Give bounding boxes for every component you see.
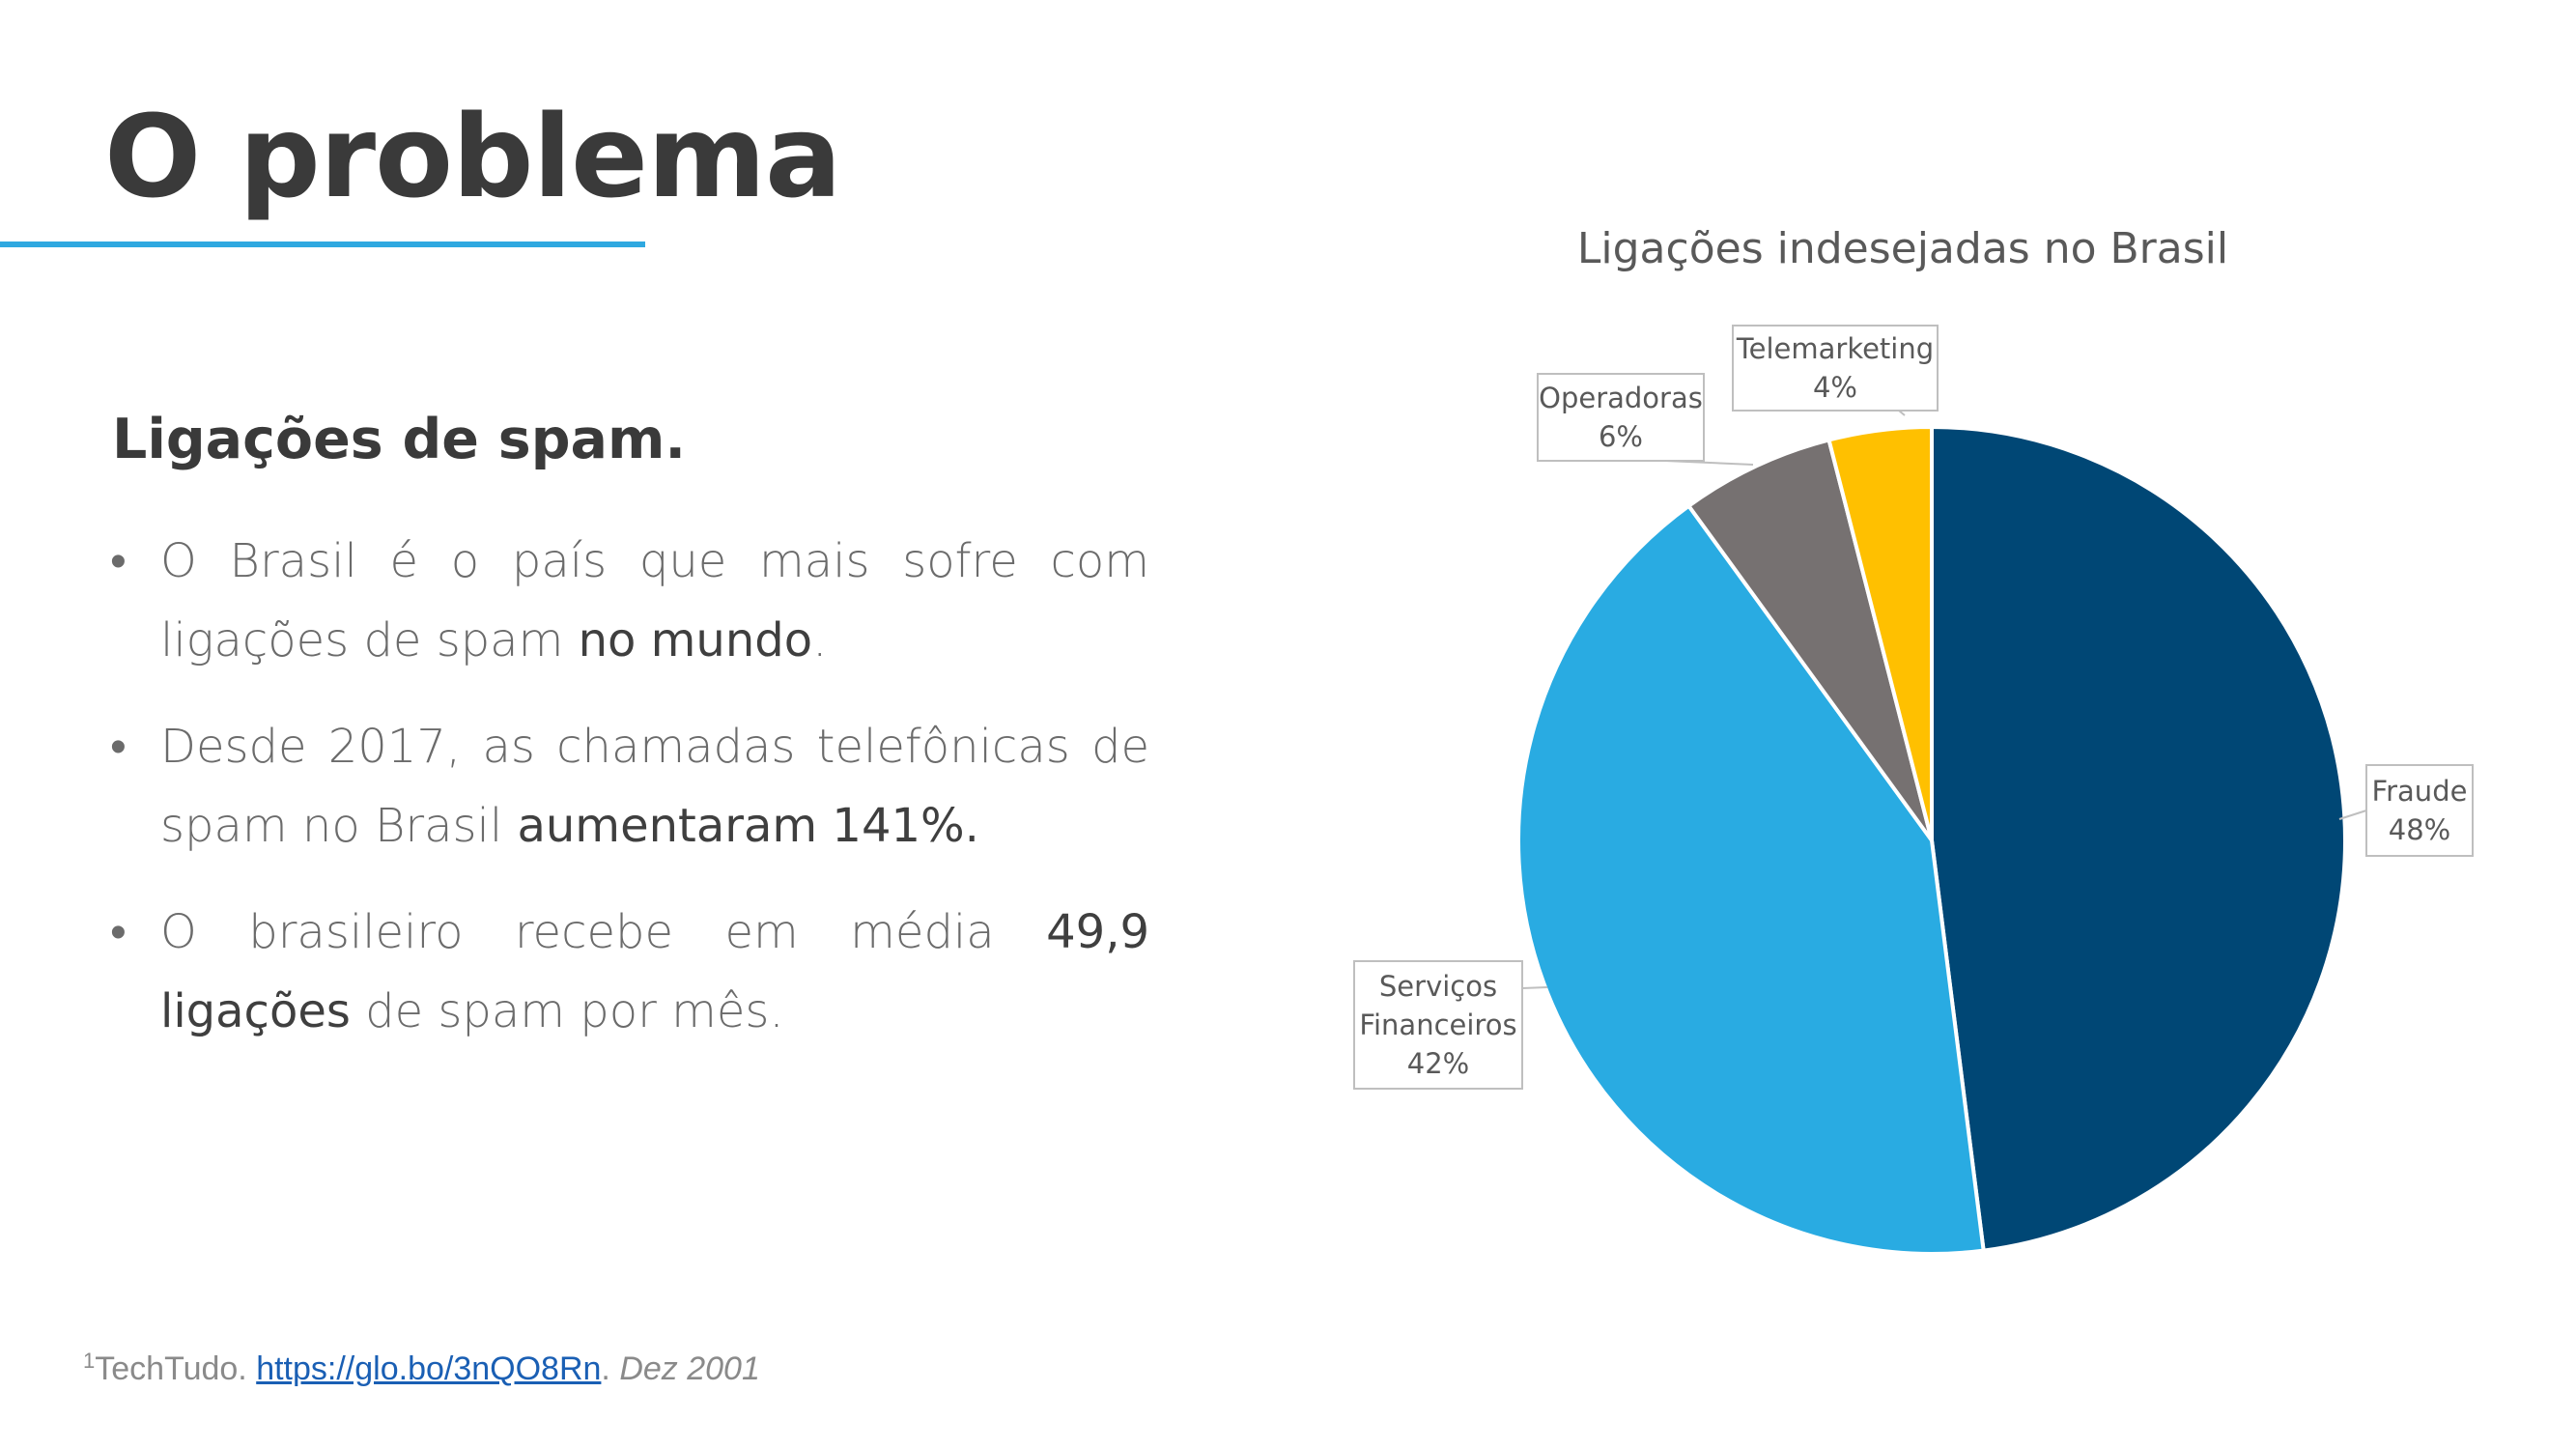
footnote-date: Dez 2001 [619,1350,760,1387]
label-leader-line [1664,460,1754,466]
label-name: Fraude [2372,775,2468,808]
pie-slice-operadoras [1686,438,1934,842]
pie-slice-serviços-financeiros [1516,503,1986,1256]
pie-slice-telemarketing [1826,425,1934,842]
footnote-link[interactable]: https://glo.bo/3nQO8Rn [256,1350,602,1387]
pie-label-serviços-financeiros: Serviços Financeiros 42% [1353,960,1548,1090]
label-name: Telemarketing [1736,332,1934,365]
label-leader-line [1521,986,1548,989]
label-box [1353,960,1523,1090]
label-leader-line [1898,410,1906,416]
bullet-item: • Desde 2017, as chamadas telefônicas de… [106,707,1149,866]
bullet-icon: • [110,905,127,959]
footnote: 1TechTudo. https://glo.bo/3nQO8Rn. Dez 2… [83,1349,760,1388]
label-box [2365,764,2474,857]
chart-title: Ligações indesejadas no Brasil [1577,224,2228,273]
label-value: 42% [1407,1047,1469,1080]
bullet-icon: • [110,534,127,588]
label-value: 6% [1599,420,1643,453]
pie-slice-fraude [1930,425,2348,1253]
label-value: 48% [2389,813,2450,846]
footnote-mark: 1 [83,1349,96,1373]
pie-slices [1516,425,2348,1256]
bullet-text-end: . [812,613,828,668]
bullet-text-end: de spam por mês. [350,984,784,1038]
label-name: Financeiros [1359,1009,1516,1041]
bullet-item: • O brasileiro recebe em média 49,9 liga… [106,893,1149,1051]
bullet-emphasis: no mundo [578,613,813,668]
title-underline [0,242,645,247]
bullet-emphasis: 49,9 ligações [160,905,1149,1038]
bullet-list: • O Brasil é o país que mais sofre com l… [106,522,1149,1078]
bullet-text: O brasileiro recebe em média [160,905,1047,959]
page-title: O problema [104,90,842,223]
bullet-emphasis: aumentaram 141%. [517,799,979,853]
label-name: Serviços [1379,970,1497,1003]
pie-labels: Fraude 48% Serviços Financeiros 42% Operadora… [1353,325,2474,1090]
pie-label-telemarketing: Telemarketing 4% [1732,325,1939,416]
pie-chart: Ligações indesejadas no Brasil Fraude 48%… [1353,224,2474,1256]
pie-label-operadoras: Operadoras 6% [1537,373,1754,466]
footnote-separator: . [601,1350,620,1387]
footnote-source: TechTudo. [95,1350,257,1387]
label-name: Operadoras [1539,382,1703,414]
section-subtitle: Ligações de spam. [112,408,687,471]
label-value: 4% [1813,371,1857,404]
bullet-icon: • [110,720,127,774]
label-leader-line [2338,810,2367,820]
label-box [1732,325,1939,412]
bullet-text: Desde 2017, as chamadas telefônicas de s… [160,720,1149,853]
bullet-text: O Brasil é o país que mais sofre com lig… [160,534,1149,668]
label-box [1537,373,1705,462]
bullet-item: • O Brasil é o país que mais sofre com l… [106,522,1149,680]
pie-label-fraude: Fraude 48% [2338,764,2474,857]
